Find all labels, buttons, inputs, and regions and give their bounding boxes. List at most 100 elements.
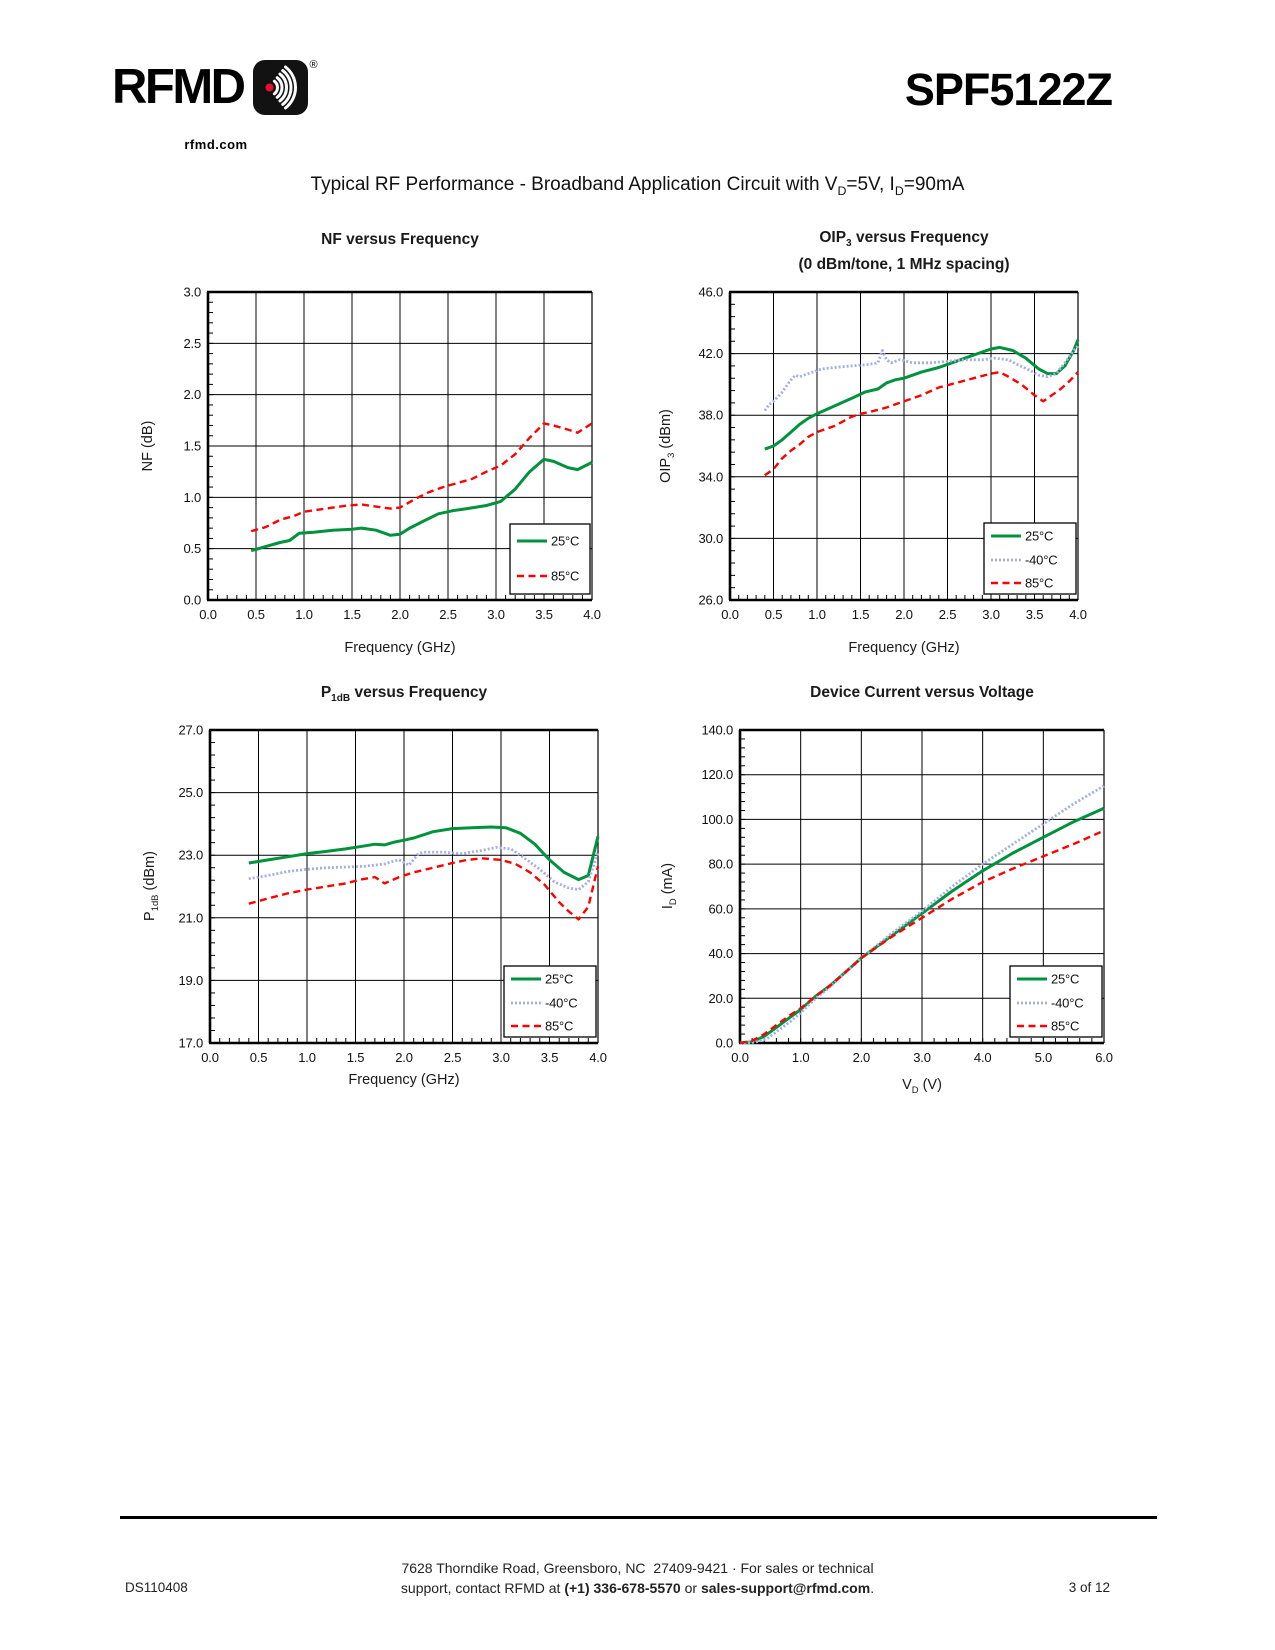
- svg-text:3.5: 3.5: [541, 1050, 558, 1064]
- footer-divider: [120, 1516, 1157, 1519]
- nf-x-axis-label: Frequency (GHz): [344, 640, 456, 656]
- footer-contact: 7628 Thorndike Road, Greensboro, NC 2740…: [300, 1558, 975, 1598]
- svg-text:42.0: 42.0: [698, 346, 723, 361]
- rfmd-website: rfmd.com: [184, 137, 248, 152]
- oip3-chart-subtitle: (0 dBm/tone, 1 MHz spacing): [798, 256, 1010, 273]
- svg-text:3.5: 3.5: [1026, 607, 1043, 622]
- svg-text:85°C: 85°C: [545, 1019, 573, 1034]
- svg-text:2.0: 2.0: [184, 387, 201, 402]
- support-email: sales-support@rfmd.com: [700, 1580, 871, 1596]
- svg-text:0.5: 0.5: [184, 541, 201, 556]
- svg-text:0.0: 0.0: [716, 1036, 733, 1051]
- svg-text:85°C: 85°C: [1025, 576, 1053, 591]
- svg-text:3.0: 3.0: [487, 607, 504, 622]
- svg-text:3.0: 3.0: [982, 607, 999, 622]
- page-title: Typical RF Performance - Broadband Appli…: [310, 174, 965, 198]
- svg-text:5.0: 5.0: [1035, 1050, 1052, 1064]
- svg-text:27.0: 27.0: [178, 723, 203, 738]
- svg-text:4.0: 4.0: [583, 607, 600, 622]
- svg-text:4.0: 4.0: [589, 1050, 606, 1064]
- nf-chart-title: NF versus Frequency: [321, 231, 479, 248]
- svg-text:2.5: 2.5: [184, 336, 201, 351]
- svg-text:20.0: 20.0: [708, 991, 733, 1006]
- svg-text:100.0: 100.0: [701, 812, 733, 827]
- svg-text:26.0: 26.0: [698, 593, 723, 608]
- svg-text:30.0: 30.0: [698, 531, 723, 546]
- svg-text:25°C: 25°C: [545, 972, 573, 987]
- svg-text:3.0: 3.0: [492, 1050, 509, 1064]
- svg-text:2.0: 2.0: [895, 607, 912, 622]
- p1db-y-axis-label: P1dB (dBm): [142, 851, 160, 921]
- svg-text:40.0: 40.0: [708, 946, 733, 961]
- svg-text:1.0: 1.0: [295, 607, 312, 622]
- svg-text:38.0: 38.0: [698, 408, 723, 423]
- rfmd-logo-text: RFMD: [112, 60, 246, 114]
- svg-text:-40°C: -40°C: [545, 996, 577, 1011]
- svg-text:3.5: 3.5: [535, 607, 552, 622]
- svg-text:17.0: 17.0: [178, 1036, 203, 1051]
- svg-text:1.5: 1.5: [347, 1050, 364, 1064]
- svg-text:21.0: 21.0: [178, 910, 203, 925]
- id-y-axis-label: ID (mA): [660, 862, 678, 910]
- svg-text:0.0: 0.0: [721, 607, 738, 622]
- svg-text:3.0: 3.0: [913, 1050, 930, 1064]
- document-number: DS110408: [125, 1580, 188, 1595]
- svg-text:25°C: 25°C: [1025, 529, 1053, 544]
- svg-text:60.0: 60.0: [708, 901, 733, 916]
- svg-text:2.5: 2.5: [939, 607, 956, 622]
- svg-text:1.0: 1.0: [184, 490, 201, 505]
- rfmd-soundwave-icon: [252, 60, 308, 115]
- svg-text:2.5: 2.5: [439, 607, 456, 622]
- p1db-x-axis-label: Frequency (GHz): [348, 1072, 460, 1088]
- page-indicator: 3 of 12: [1068, 1580, 1110, 1595]
- svg-text:0.5: 0.5: [250, 1050, 267, 1064]
- svg-text:85°C: 85°C: [551, 569, 579, 584]
- svg-text:85°C: 85°C: [1051, 1019, 1079, 1034]
- p1db-chart-title: P1dB versus Frequency: [320, 684, 488, 705]
- oip3-x-axis-label: Frequency (GHz): [848, 640, 960, 656]
- svg-text:2.0: 2.0: [395, 1050, 412, 1064]
- svg-text:6.0: 6.0: [1095, 1050, 1112, 1064]
- svg-text:2.0: 2.0: [391, 607, 408, 622]
- svg-text:0.5: 0.5: [247, 607, 264, 622]
- svg-text:0.0: 0.0: [184, 593, 201, 608]
- oip3-chart-title: OIP3 versus Frequency: [819, 229, 989, 250]
- svg-text:1.0: 1.0: [808, 607, 825, 622]
- svg-text:1.5: 1.5: [184, 439, 201, 454]
- id-x-axis-label: VD (V): [902, 1077, 942, 1095]
- svg-text:-40°C: -40°C: [1025, 553, 1057, 568]
- svg-text:25°C: 25°C: [551, 534, 579, 549]
- svg-text:1.0: 1.0: [792, 1050, 809, 1064]
- svg-text:4.0: 4.0: [1069, 607, 1086, 622]
- svg-text:25°C: 25°C: [1051, 972, 1079, 987]
- svg-text:2.5: 2.5: [444, 1050, 461, 1064]
- svg-text:140.0: 140.0: [701, 723, 733, 738]
- registered-mark: ®: [309, 59, 318, 71]
- svg-text:3.0: 3.0: [184, 285, 201, 300]
- svg-text:1.5: 1.5: [343, 607, 360, 622]
- oip3-chart-canvas: 0.0 0.5 1.0 1.5 2.0 2.5 3.0 3.5 4.0 26.0 30.0 34.0 3…: [698, 285, 1086, 623]
- svg-text:25.0: 25.0: [178, 785, 203, 800]
- svg-text:120.0: 120.0: [701, 767, 733, 782]
- svg-text:1.0: 1.0: [298, 1050, 315, 1064]
- footer-support-line: support, contact RFMD at (+1) 336-678-55…: [400, 1580, 875, 1596]
- id-chart-canvas: 0.0 1.0 2.0 3.0 4.0 5.0 6.0 0.0 20.0 40.0 60.0 80.0…: [701, 723, 1112, 1065]
- svg-text:1.5: 1.5: [852, 607, 869, 622]
- svg-text:2.0: 2.0: [853, 1050, 870, 1064]
- oip3-y-axis-label: OIP3 (dBm): [658, 409, 676, 483]
- p1db-chart-canvas: 0.0 0.5 1.0 1.5 2.0 2.5 3.0 3.5 4.0 17.0 19.0 21.0 2…: [178, 723, 606, 1065]
- svg-text:0.0: 0.0: [731, 1050, 748, 1064]
- nf-chart-canvas: 0.0 0.5 1.0 1.5 2.0 2.5 3.0 3.5 4.0 0.0 0.5 1.0 1.5 2…: [184, 285, 601, 623]
- svg-text:-40°C: -40°C: [1051, 996, 1083, 1011]
- id-chart-title: Device Current versus Voltage: [810, 684, 1034, 701]
- svg-text:23.0: 23.0: [178, 848, 203, 863]
- nf-y-axis-label: NF (dB): [140, 420, 157, 472]
- svg-text:34.0: 34.0: [698, 469, 723, 484]
- rfmd-logo: RFMD ®: [112, 60, 318, 115]
- svg-text:4.0: 4.0: [974, 1050, 991, 1064]
- svg-text:80.0: 80.0: [708, 857, 733, 872]
- svg-text:19.0: 19.0: [178, 973, 203, 988]
- svg-text:0.0: 0.0: [201, 1050, 218, 1064]
- part-number: SPF5122Z: [904, 64, 1113, 115]
